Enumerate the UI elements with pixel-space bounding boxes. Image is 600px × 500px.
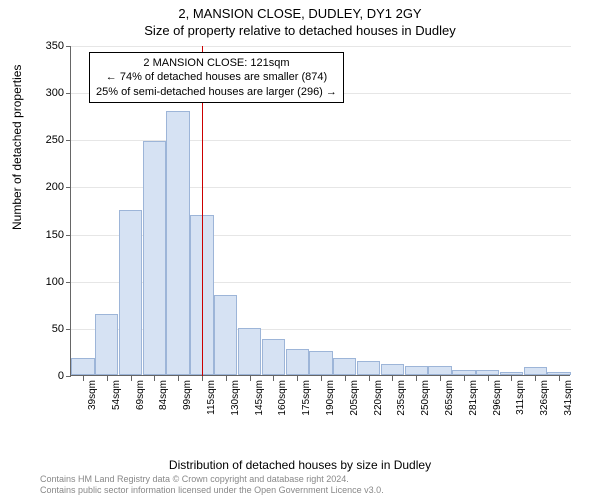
x-tick-label: 69sqm [135, 380, 146, 424]
histogram-bar [214, 295, 237, 375]
x-tick-label: 99sqm [182, 380, 193, 424]
y-tick-label: 300 [24, 87, 64, 99]
x-tick-mark [83, 376, 84, 381]
histogram-bar [524, 367, 547, 375]
x-tick-mark [202, 376, 203, 381]
y-tick-mark [66, 46, 71, 47]
x-tick-label: 175sqm [301, 380, 312, 424]
x-tick-mark [107, 376, 108, 381]
histogram-bar [333, 358, 356, 375]
chart-title-sub: Size of property relative to detached ho… [0, 21, 600, 42]
y-tick-mark [66, 282, 71, 283]
x-tick-label: 190sqm [325, 380, 336, 424]
x-tick-label: 265sqm [444, 380, 455, 424]
y-tick-mark [66, 376, 71, 377]
histogram-bar [286, 349, 309, 375]
x-tick-label: 341sqm [563, 380, 574, 424]
x-tick-label: 145sqm [254, 380, 265, 424]
x-tick-mark [511, 376, 512, 381]
footer-line-1: Contains HM Land Registry data © Crown c… [40, 474, 384, 485]
x-tick-mark [488, 376, 489, 381]
histogram-bar [381, 364, 404, 375]
histogram-bar [166, 111, 189, 375]
x-tick-mark [131, 376, 132, 381]
x-tick-mark [226, 376, 227, 381]
histogram-bar [238, 328, 261, 375]
x-tick-label: 326sqm [539, 380, 550, 424]
x-tick-label: 205sqm [349, 380, 360, 424]
annotation-line-0: 2 MANSION CLOSE: 121sqm [96, 56, 337, 70]
x-tick-mark [464, 376, 465, 381]
y-tick-label: 350 [24, 40, 64, 52]
x-tick-label: 39sqm [87, 380, 98, 424]
histogram-bar [428, 366, 451, 375]
x-tick-mark [273, 376, 274, 381]
chart-title-main: 2, MANSION CLOSE, DUDLEY, DY1 2GY [0, 0, 600, 21]
y-tick-mark [66, 93, 71, 94]
y-tick-label: 250 [24, 134, 64, 146]
y-axis-label: Number of detached properties [10, 65, 24, 230]
histogram-bar [95, 314, 118, 375]
plot-area: 05010015020025030035039sqm54sqm69sqm84sq… [70, 46, 570, 376]
y-tick-label: 200 [24, 181, 64, 193]
x-tick-label: 281sqm [468, 380, 479, 424]
x-tick-mark [178, 376, 179, 381]
x-tick-mark [297, 376, 298, 381]
footer-line-2: Contains public sector information licen… [40, 485, 384, 496]
x-tick-label: 130sqm [230, 380, 241, 424]
y-tick-label: 0 [24, 370, 64, 382]
x-tick-mark [154, 376, 155, 381]
x-tick-label: 235sqm [396, 380, 407, 424]
histogram-bar [547, 372, 570, 375]
y-tick-mark [66, 329, 71, 330]
x-tick-label: 296sqm [492, 380, 503, 424]
x-tick-mark [535, 376, 536, 381]
x-tick-label: 160sqm [277, 380, 288, 424]
x-tick-label: 311sqm [515, 380, 526, 424]
x-tick-mark [369, 376, 370, 381]
annotation-box: 2 MANSION CLOSE: 121sqm← 74% of detached… [89, 52, 344, 103]
x-tick-label: 54sqm [111, 380, 122, 424]
x-tick-label: 115sqm [206, 380, 217, 424]
x-tick-label: 220sqm [373, 380, 384, 424]
annotation-line-2: 25% of semi-detached houses are larger (… [96, 85, 337, 99]
chart-container: 05010015020025030035039sqm54sqm69sqm84sq… [70, 46, 570, 416]
annotation-line-1: ← 74% of detached houses are smaller (87… [96, 70, 337, 84]
histogram-bar [119, 210, 142, 375]
histogram-bar [405, 366, 428, 375]
y-tick-mark [66, 140, 71, 141]
y-tick-label: 150 [24, 229, 64, 241]
y-tick-mark [66, 235, 71, 236]
x-tick-mark [559, 376, 560, 381]
histogram-bar [309, 351, 332, 375]
x-tick-mark [392, 376, 393, 381]
histogram-bar [476, 370, 499, 375]
x-tick-mark [440, 376, 441, 381]
histogram-bar [357, 361, 380, 375]
x-tick-mark [345, 376, 346, 381]
histogram-bar [500, 372, 523, 375]
x-axis-label: Distribution of detached houses by size … [0, 458, 600, 472]
x-tick-label: 84sqm [158, 380, 169, 424]
gridline [71, 46, 571, 47]
x-tick-label: 250sqm [420, 380, 431, 424]
histogram-bar [143, 141, 166, 375]
footer-attribution: Contains HM Land Registry data © Crown c… [40, 474, 384, 496]
x-tick-mark [416, 376, 417, 381]
y-tick-label: 100 [24, 276, 64, 288]
x-tick-mark [250, 376, 251, 381]
histogram-bar [262, 339, 285, 375]
x-tick-mark [321, 376, 322, 381]
y-tick-label: 50 [24, 323, 64, 335]
histogram-bar [71, 358, 94, 375]
histogram-bar [452, 370, 475, 375]
y-tick-mark [66, 187, 71, 188]
